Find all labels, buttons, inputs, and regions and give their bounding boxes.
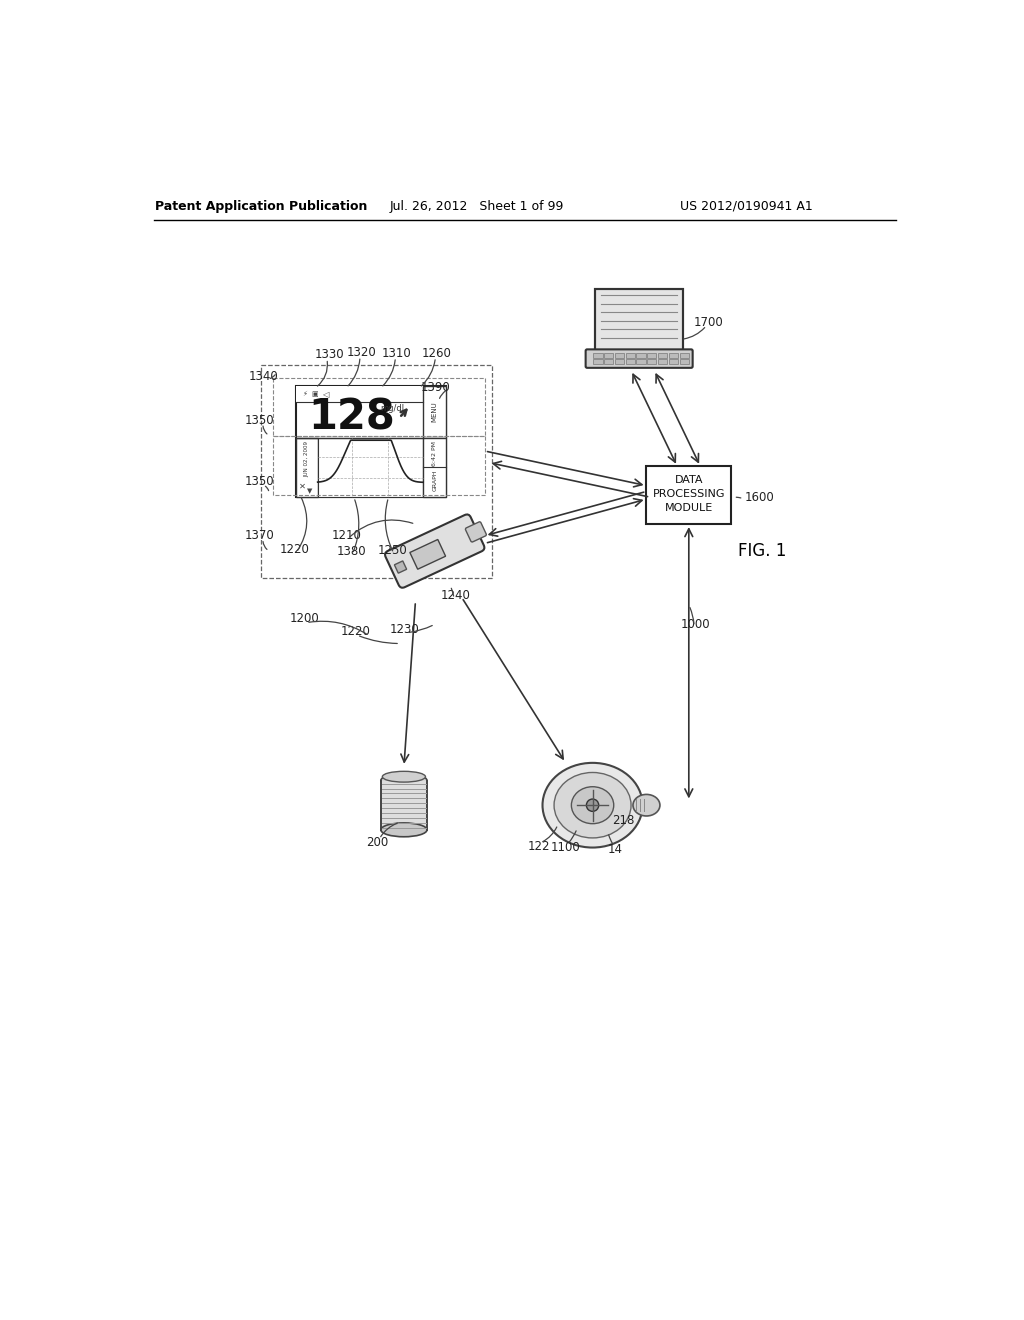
Text: 1220: 1220: [280, 543, 309, 556]
Ellipse shape: [543, 763, 643, 847]
Text: 1320: 1320: [347, 346, 377, 359]
Text: 14: 14: [608, 842, 624, 855]
Bar: [658, 354, 668, 358]
Ellipse shape: [382, 771, 425, 781]
Text: Jul. 26, 2012   Sheet 1 of 99: Jul. 26, 2012 Sheet 1 of 99: [390, 199, 564, 213]
Ellipse shape: [571, 787, 613, 824]
Text: FIG. 1: FIG. 1: [737, 543, 786, 560]
Text: 6:42 PM: 6:42 PM: [432, 441, 437, 466]
Text: ▼: ▼: [307, 488, 312, 494]
Text: ⚡: ⚡: [303, 391, 308, 397]
Text: 1340: 1340: [249, 370, 279, 383]
Bar: [680, 354, 689, 358]
Bar: [626, 359, 635, 364]
Bar: [637, 354, 646, 358]
Bar: [669, 359, 678, 364]
Text: 218: 218: [612, 814, 635, 828]
Bar: [646, 466, 731, 524]
Text: mg/dl: mg/dl: [380, 404, 404, 413]
Text: 1380: 1380: [337, 545, 367, 557]
Bar: [595, 289, 683, 351]
Bar: [593, 354, 602, 358]
Text: 1210: 1210: [331, 529, 361, 543]
Bar: [614, 359, 625, 364]
Bar: [593, 359, 602, 364]
Bar: [626, 354, 635, 358]
Ellipse shape: [381, 774, 427, 788]
Text: 1240: 1240: [440, 589, 470, 602]
Bar: [296, 438, 317, 498]
Text: 1310: 1310: [382, 347, 412, 360]
Text: 1230: 1230: [390, 623, 420, 636]
Text: 1390: 1390: [421, 381, 451, 395]
Text: ▣: ▣: [311, 391, 317, 397]
Text: 1260: 1260: [422, 347, 452, 360]
Bar: [647, 354, 656, 358]
Bar: [381, 780, 427, 830]
Text: 1000: 1000: [681, 618, 711, 631]
Bar: [394, 561, 407, 573]
Text: 128: 128: [308, 397, 395, 438]
Ellipse shape: [554, 772, 631, 838]
Text: 1330: 1330: [314, 348, 344, 362]
Text: US 2012/0190941 A1: US 2012/0190941 A1: [680, 199, 813, 213]
Bar: [410, 540, 445, 569]
Bar: [273, 436, 484, 495]
FancyBboxPatch shape: [586, 350, 692, 368]
FancyBboxPatch shape: [465, 521, 486, 543]
Circle shape: [587, 799, 599, 812]
Bar: [637, 359, 646, 364]
Text: 122: 122: [527, 840, 550, 853]
Bar: [296, 385, 446, 498]
Text: Patent Application Publication: Patent Application Publication: [156, 199, 368, 213]
Ellipse shape: [381, 822, 427, 837]
Text: JUN 02, 2009: JUN 02, 2009: [304, 441, 309, 477]
Bar: [261, 364, 493, 578]
Bar: [595, 289, 683, 351]
Bar: [604, 354, 613, 358]
Bar: [604, 359, 613, 364]
Text: ◁: ◁: [323, 389, 329, 399]
Text: PROCESSING: PROCESSING: [652, 490, 725, 499]
Text: GRAPH: GRAPH: [432, 470, 437, 491]
Text: 1220: 1220: [340, 626, 371, 639]
Text: 200: 200: [366, 836, 388, 849]
Text: 1350: 1350: [245, 413, 274, 426]
Bar: [680, 359, 689, 364]
Bar: [647, 359, 656, 364]
Bar: [296, 385, 423, 403]
Bar: [317, 438, 423, 498]
Text: ✕: ✕: [299, 482, 306, 490]
Text: 1350: 1350: [245, 475, 274, 488]
Bar: [273, 378, 484, 436]
FancyBboxPatch shape: [385, 515, 484, 587]
Bar: [669, 354, 678, 358]
Ellipse shape: [633, 795, 659, 816]
Text: DATA: DATA: [675, 475, 703, 486]
Text: 1100: 1100: [551, 841, 581, 854]
Bar: [423, 438, 446, 498]
Text: 1700: 1700: [693, 315, 723, 329]
Text: MODULE: MODULE: [665, 503, 713, 513]
Bar: [658, 359, 668, 364]
Text: 1600: 1600: [745, 491, 775, 504]
Text: 1370: 1370: [245, 529, 274, 543]
Bar: [614, 354, 625, 358]
Text: 1250: 1250: [378, 544, 408, 557]
Text: MENU: MENU: [432, 401, 437, 422]
Text: 1200: 1200: [290, 612, 319, 626]
Bar: [423, 385, 446, 438]
